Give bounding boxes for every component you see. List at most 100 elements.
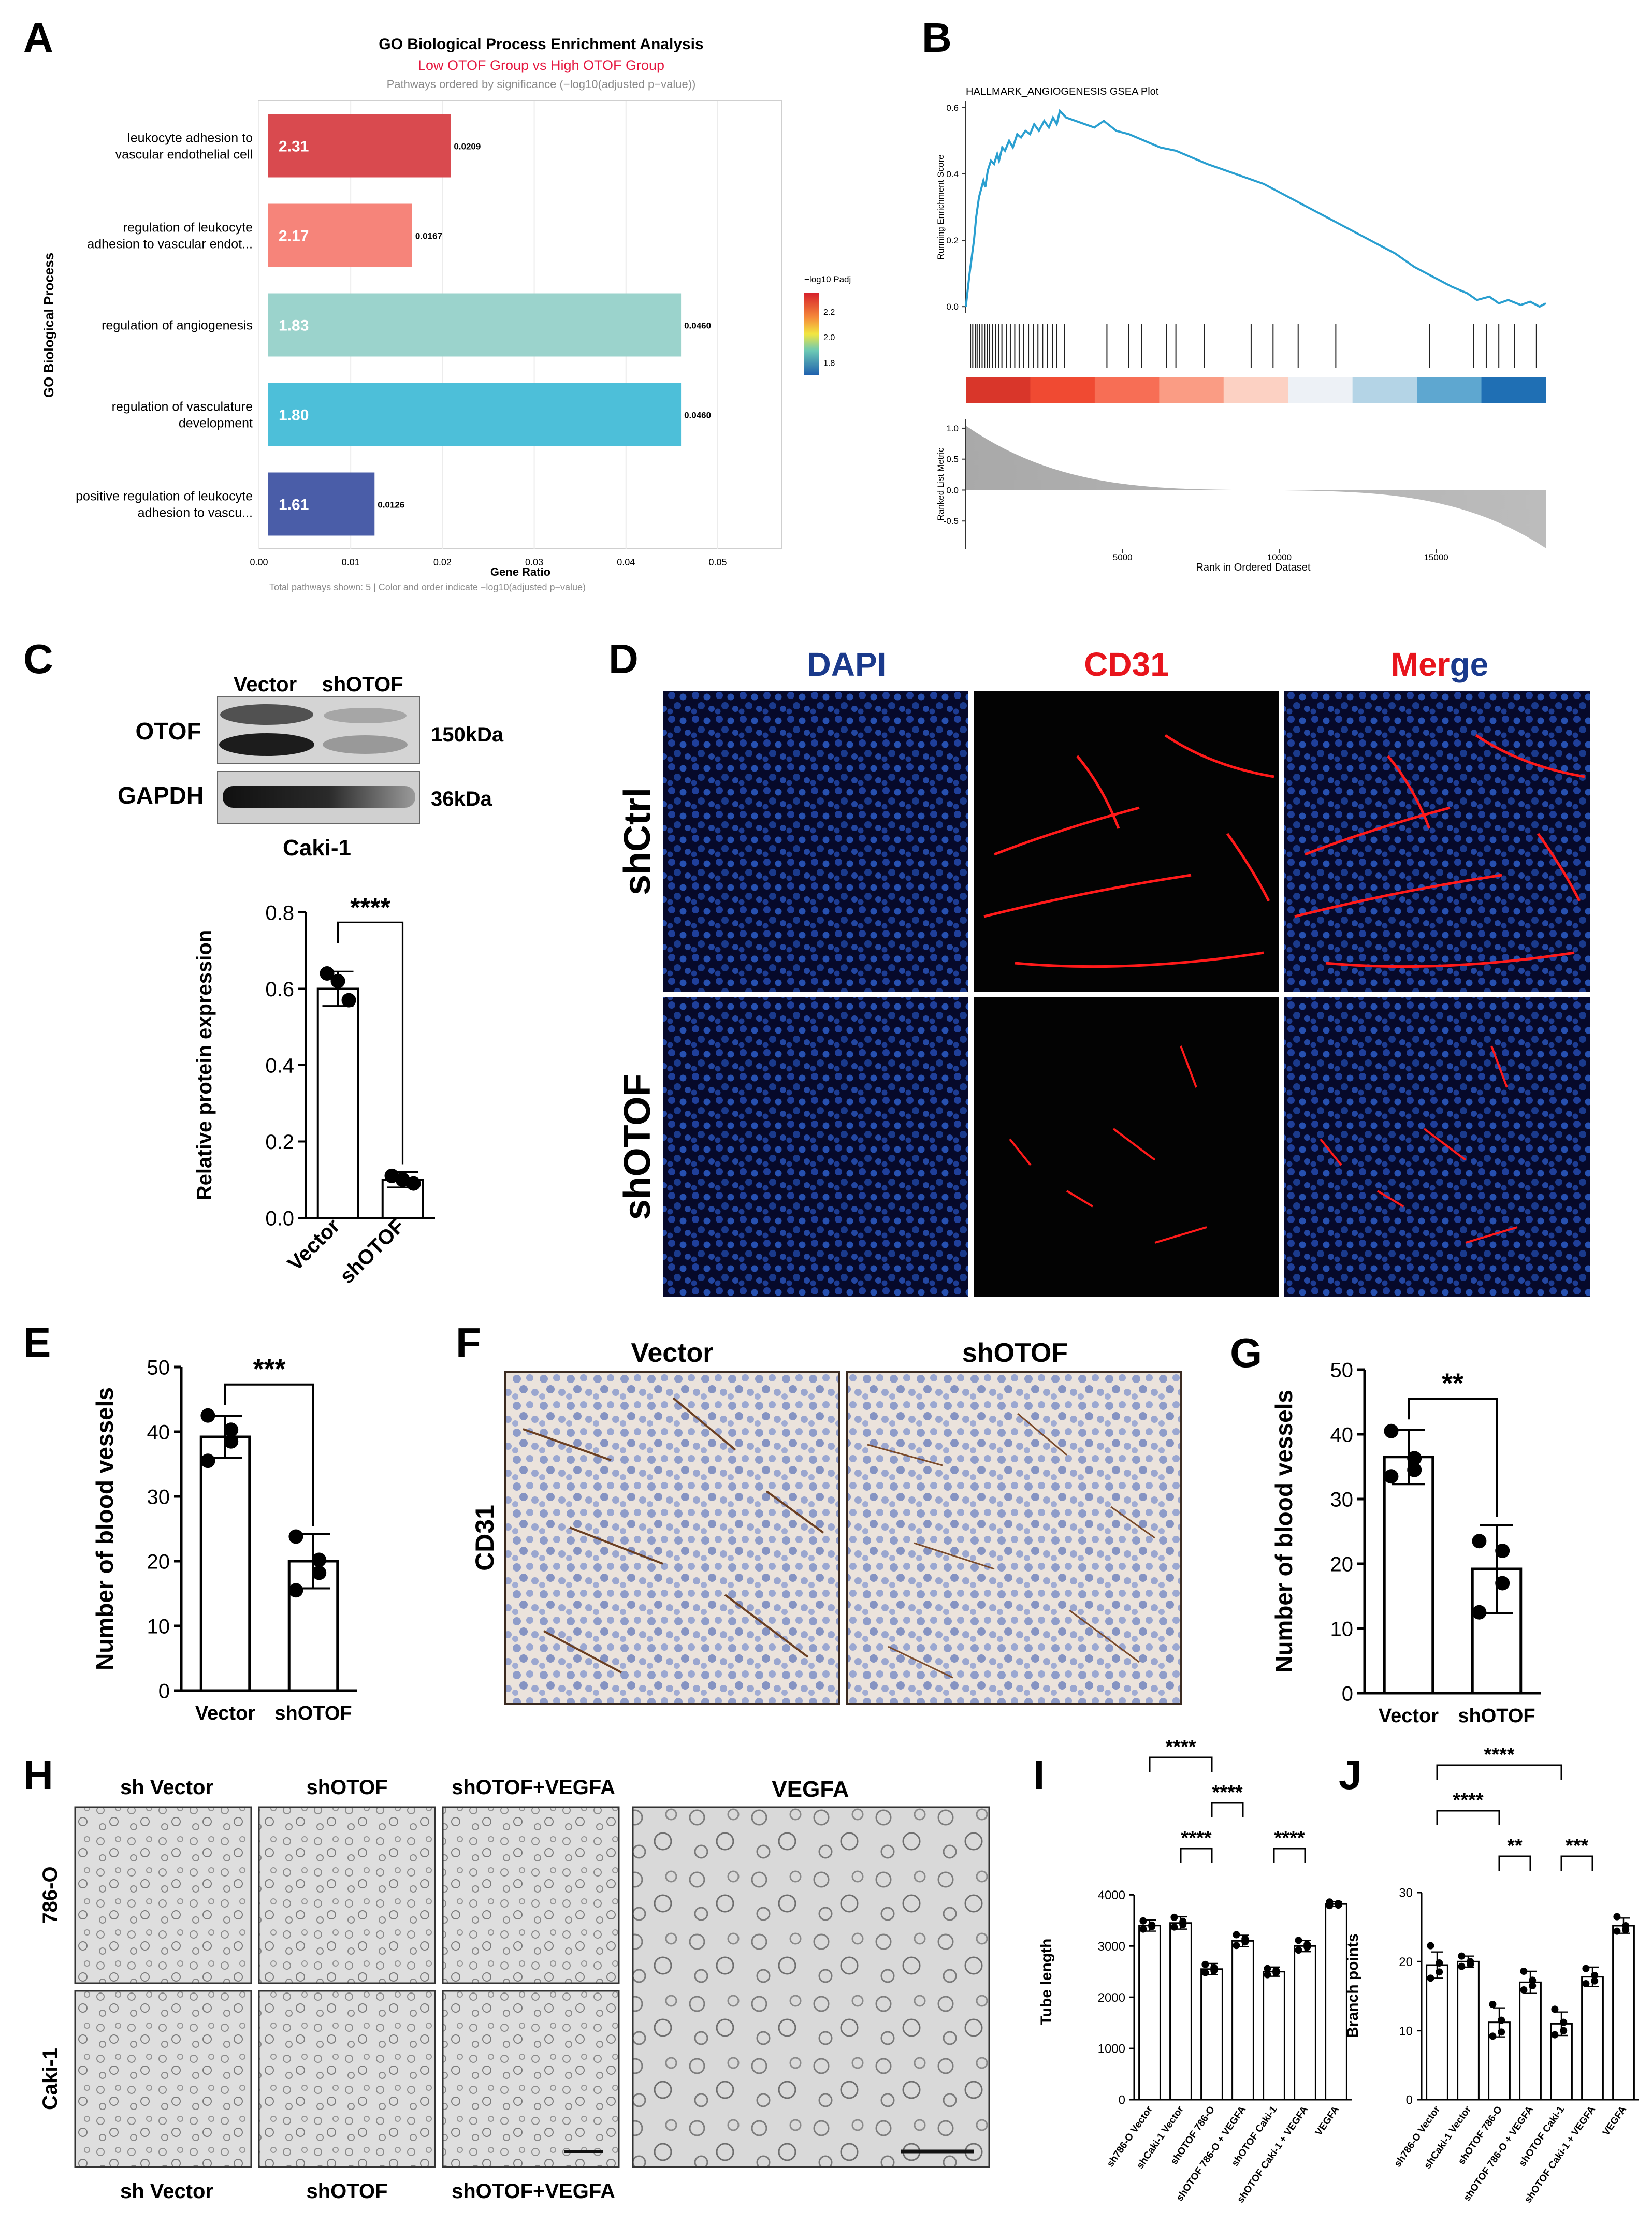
data-point (1458, 1952, 1466, 1960)
gsea-heatmap-segment (1352, 377, 1418, 403)
data-point (1139, 1917, 1147, 1925)
x-category-label: VEGFA (1313, 2104, 1341, 2138)
ihc-vessel (1110, 1506, 1155, 1539)
gsea-heatmap-segment (1030, 377, 1095, 403)
go-category-label: leukocyte adhesion to (127, 131, 253, 146)
gsea-y-tick: 0.2 (946, 236, 959, 245)
significance-label: **** (350, 893, 390, 922)
go-x-tick: 0.04 (617, 557, 635, 568)
y-tick-label: 20 (1399, 1955, 1413, 1969)
data-point (288, 1529, 303, 1544)
bar (1169, 1922, 1192, 2101)
if-row-shotof: shOTOF (617, 1074, 658, 1220)
significance-bracket (1211, 1802, 1244, 1817)
y-tick-label: 3000 (1098, 1940, 1125, 1954)
significance-bracket (1560, 1855, 1593, 1871)
ihc-vessel (724, 1594, 809, 1658)
x-category-label: VEGFA (1601, 2104, 1629, 2138)
if-cd31-shctrl (974, 691, 1279, 992)
panel-label-h: H (23, 1752, 53, 1798)
y-tick-label: 0.0 (265, 1207, 294, 1230)
data-point (395, 1172, 410, 1187)
y-tick-label: 10 (1330, 1618, 1354, 1640)
otof-band-shotof-upper (324, 708, 407, 723)
gsea-running-score-line (965, 109, 1546, 308)
cd31-vessel (1009, 1138, 1032, 1166)
significance-label: ** (1442, 1368, 1463, 1399)
gsea-ranked-tick: -0.5 (944, 516, 959, 526)
y-tick-label: 0.4 (265, 1054, 294, 1077)
gsea-y-axis-label: Running Enrichment Score (936, 154, 946, 259)
ihc-shotof-image (846, 1371, 1182, 1705)
tube-row-786o: 786-O (39, 1866, 62, 1924)
bar (1231, 1940, 1254, 2101)
tube-top-sh-vector: sh Vector (120, 1776, 213, 1799)
if-merge-shctrl (1284, 691, 1590, 992)
gapdh-band-size: 36kDa (431, 788, 492, 810)
protein-expression-chart: 0.0 0.2 0.4 0.6 0.8 Relative protein expressi… (193, 893, 435, 1288)
significance-bracket (1498, 1855, 1531, 1871)
data-point (1427, 1974, 1434, 1982)
gapdh-band (223, 786, 415, 808)
merge-vessel (1387, 755, 1431, 829)
significance-bracket (1436, 1764, 1562, 1780)
gsea-x-tick: 5000 (1113, 552, 1133, 562)
go-bar-score: 1.83 (279, 317, 309, 334)
data-point (1295, 1946, 1302, 1954)
cd31-vessel (1076, 755, 1120, 829)
panel-label-i: I (1033, 1752, 1045, 1798)
y-tick-label: 0 (1119, 2093, 1125, 2107)
ihc-vessel (672, 1397, 736, 1451)
go-category-label: adhesion to vascular endot... (87, 237, 253, 252)
panel-label-e: E (23, 1319, 51, 1365)
y-tick-label: 10 (147, 1615, 170, 1638)
bar (1612, 1925, 1635, 2101)
cd31-vessel (1164, 734, 1274, 778)
blot-cell-line: Caki-1 (283, 835, 351, 861)
data-point (1436, 1959, 1443, 1967)
gsea-plot: HALLMARK_ANGIOGENESIS GSEA Plot 0.6 0.4 0.… (936, 86, 1546, 573)
y-tick-label: 20 (1330, 1553, 1354, 1576)
gsea-ranked-tick: 1.0 (946, 424, 959, 433)
western-blot: Vector shOTOF OTOF 150kDa GAPDH 36kDa Ca… (118, 673, 504, 861)
significance-label: ** (1507, 1835, 1523, 1857)
data-point (1472, 1534, 1487, 1549)
gsea-y-tick: 0.6 (946, 103, 959, 113)
ihc-images: Vector shOTOF CD31 (470, 1338, 1182, 1705)
y-tick-label: 4000 (1098, 1888, 1125, 1902)
significance-label: **** (1165, 1736, 1196, 1758)
ihc-col-shotof: shOTOF (962, 1338, 1068, 1368)
y-tick-label: 0.2 (265, 1131, 294, 1154)
data-point (1264, 1965, 1271, 1972)
if-col-merge-red: Mer (1391, 646, 1450, 683)
ihc-vessel (523, 1428, 612, 1461)
data-point (1295, 1937, 1302, 1944)
data-point (1264, 1971, 1271, 1979)
y-tick-label: 0.8 (265, 901, 294, 924)
data-point (224, 1434, 239, 1449)
if-col-cd31: CD31 (1084, 646, 1169, 683)
panel-label-b: B (922, 14, 952, 61)
go-note: Pathways ordered by significance (−log10… (387, 78, 696, 91)
if-dapi-shotof (663, 997, 968, 1297)
data-point (1436, 1968, 1443, 1976)
bar (1200, 1968, 1223, 2101)
go-subtitle: Low OTOF Group vs High OTOF Group (418, 57, 664, 73)
y-tick-label: 40 (147, 1421, 170, 1444)
data-point (320, 966, 335, 981)
data-point (1458, 1962, 1466, 1970)
go-y-axis-label: GO Biological Process (41, 253, 56, 398)
data-point (1489, 2001, 1497, 2008)
significance-label: **** (1212, 1782, 1242, 1803)
otof-band-label: OTOF (136, 718, 201, 745)
bar (1138, 1925, 1161, 2101)
merge-vessel (1305, 806, 1451, 856)
data-point (1551, 2031, 1559, 2039)
gsea-heatmap-segment (1094, 377, 1160, 403)
data-point (1407, 1462, 1422, 1477)
tube-large-label: VEGFA (772, 1777, 849, 1802)
otof-band-size: 150kDa (431, 723, 504, 746)
gsea-heatmap-segment (1159, 377, 1224, 403)
cd31-vessel (1112, 1128, 1156, 1161)
